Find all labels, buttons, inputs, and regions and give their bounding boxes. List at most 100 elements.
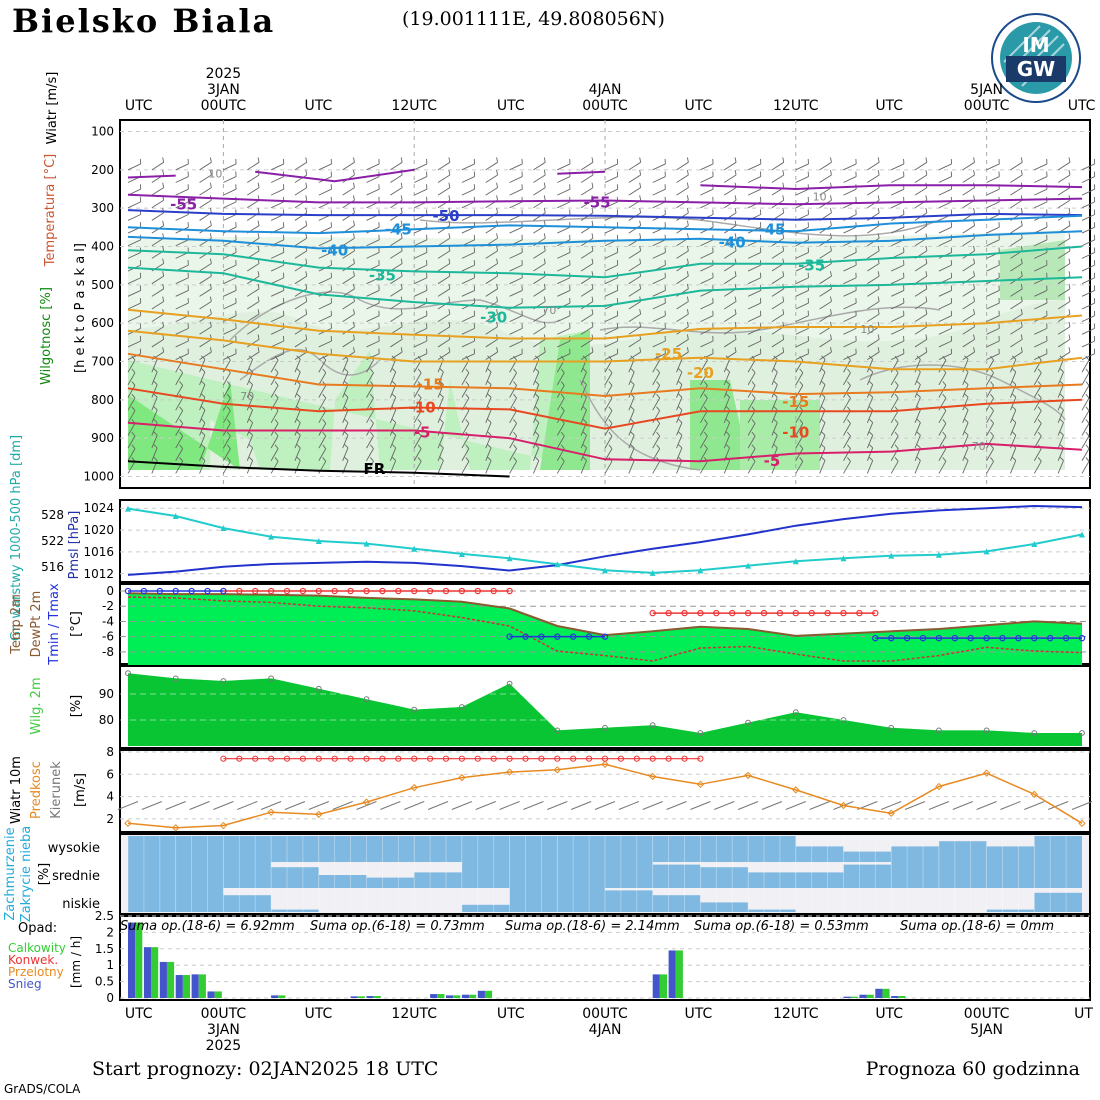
cloud-label: Zachmurzenie bbox=[3, 827, 18, 920]
wind-barb bbox=[485, 263, 498, 272]
surface-wind-barbs bbox=[117, 801, 1093, 810]
wind-tick: 2 bbox=[106, 812, 114, 826]
wind-barb-flag bbox=[591, 207, 594, 213]
wind-barb bbox=[724, 301, 737, 310]
wind-barb bbox=[390, 174, 403, 183]
dew-label: DewPt 2m bbox=[29, 591, 44, 658]
wind-barb-flag bbox=[782, 220, 785, 226]
wind-barb bbox=[294, 275, 307, 285]
wind-barb-flag bbox=[496, 296, 498, 302]
wind-barb-flag bbox=[1011, 355, 1017, 360]
wind-barb bbox=[509, 435, 517, 449]
temperature-tick: -4 bbox=[102, 614, 114, 628]
wind-barb bbox=[938, 359, 947, 373]
tmax-marker bbox=[776, 609, 784, 617]
wind-barb bbox=[628, 447, 635, 461]
wind-barb-flag bbox=[990, 431, 994, 437]
wind-barb-flag bbox=[773, 380, 778, 385]
wind-barb bbox=[771, 313, 784, 323]
wind-speed-marker bbox=[648, 772, 657, 781]
wind-barb-flag bbox=[990, 457, 994, 462]
wind-barb bbox=[127, 302, 141, 310]
cloud-bar-mid bbox=[843, 864, 892, 888]
wind-barb bbox=[867, 225, 880, 234]
wind-barb bbox=[246, 384, 254, 398]
wind-barb bbox=[962, 409, 969, 424]
wind-barb-flag bbox=[686, 245, 689, 251]
wind-barb bbox=[270, 188, 284, 196]
wind-barb bbox=[843, 435, 851, 449]
wind-barb-flag bbox=[439, 444, 444, 449]
wind-barb-flag bbox=[830, 207, 832, 213]
wind-barb-flag bbox=[305, 334, 308, 340]
wind-barb-flag bbox=[543, 195, 546, 201]
wind-barb-flag bbox=[847, 406, 851, 411]
gpt-marker bbox=[220, 525, 227, 532]
wind-barb bbox=[199, 351, 212, 360]
cloud-bar-high bbox=[605, 836, 653, 862]
wind-barb bbox=[962, 326, 975, 335]
wind-barb-flag bbox=[877, 157, 880, 163]
wind-barb bbox=[962, 187, 975, 196]
wind-barb bbox=[199, 447, 206, 461]
upper-air-wind-barbs bbox=[127, 157, 1096, 474]
wind-barb bbox=[580, 161, 594, 171]
precip-bar-snow bbox=[430, 994, 438, 998]
wind-barb bbox=[342, 237, 355, 247]
wind-barb-flag bbox=[248, 418, 253, 423]
wind-barb bbox=[437, 313, 451, 323]
wind-barb bbox=[414, 163, 428, 171]
wind-barb-flag bbox=[686, 182, 689, 188]
wind-barb bbox=[604, 252, 618, 259]
tmin-marker bbox=[140, 587, 148, 595]
tmin-marker bbox=[156, 587, 163, 595]
wind-barb-flag bbox=[773, 368, 778, 373]
wind-barb-flag bbox=[639, 309, 642, 315]
wind-barb-flag bbox=[543, 207, 546, 213]
wind-barb bbox=[175, 176, 189, 183]
wind-barb-flag bbox=[465, 355, 470, 361]
temperature-lines bbox=[124, 587, 1086, 662]
wind-barb bbox=[747, 353, 761, 360]
wind-barb bbox=[866, 447, 874, 461]
precip-bar-total bbox=[866, 994, 874, 998]
wind-barb-flag bbox=[257, 182, 260, 188]
tmin-marker bbox=[919, 634, 927, 642]
wind-barb bbox=[962, 460, 969, 474]
surface-wind-barb bbox=[1024, 801, 1045, 810]
wind-barb bbox=[485, 371, 492, 386]
isotherms bbox=[127, 168, 1083, 478]
isotherm-line bbox=[127, 352, 1083, 398]
wind-barb-flag bbox=[560, 457, 565, 462]
cloud-bar-high bbox=[700, 836, 749, 862]
gust-marker bbox=[601, 755, 609, 762]
isotherm-label: -40 bbox=[719, 234, 746, 252]
tmax-marker bbox=[856, 609, 863, 617]
wind-barb bbox=[246, 460, 254, 474]
wind-barb-flag bbox=[534, 355, 540, 360]
wind-frame bbox=[119, 749, 1091, 833]
wind-barb-flag bbox=[400, 157, 403, 163]
wind-barb bbox=[1034, 252, 1048, 259]
wind-barb-flag bbox=[894, 381, 899, 386]
wind-barb bbox=[676, 460, 683, 474]
precip-bar-snow bbox=[477, 990, 485, 998]
wind-barb bbox=[1057, 460, 1064, 474]
wind-barb bbox=[151, 199, 164, 209]
wind-barb bbox=[485, 326, 498, 335]
wind-barb-flag bbox=[322, 419, 327, 424]
wind-unit-label: [m/s] bbox=[73, 773, 88, 807]
wind-barb bbox=[389, 422, 397, 436]
wind-barb bbox=[628, 422, 635, 436]
wind-barb bbox=[509, 448, 517, 462]
wind-barb bbox=[676, 313, 689, 323]
wind-barb bbox=[795, 327, 809, 335]
wind-barb bbox=[1081, 176, 1095, 183]
cloud-bar-low bbox=[557, 888, 605, 912]
wind-barb bbox=[962, 174, 975, 183]
bottom-time-label: UTC bbox=[497, 1006, 525, 1022]
wind-barb bbox=[151, 359, 158, 373]
cloud-bar-high bbox=[128, 836, 176, 862]
wind-barb bbox=[867, 199, 880, 209]
pmsl-tick: 1024 bbox=[83, 501, 114, 515]
